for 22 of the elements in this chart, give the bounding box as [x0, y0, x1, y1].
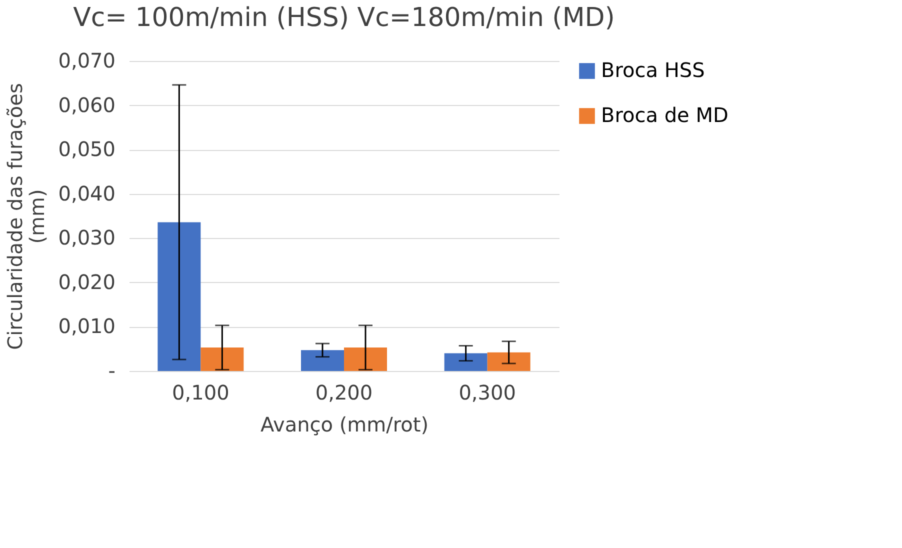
x-tick-label: 0,200 — [315, 380, 373, 404]
bar — [301, 350, 344, 371]
y-tick-label: 0,010 — [58, 314, 116, 338]
bar — [444, 353, 488, 371]
legend-label: Broca HSS — [601, 58, 705, 82]
y-tick-label: 0,040 — [58, 181, 116, 206]
y-tick-label: 0,050 — [58, 137, 116, 162]
x-tick-label: 0,100 — [172, 380, 230, 404]
bar — [158, 222, 201, 371]
bar — [200, 348, 244, 371]
y-tick-label: - — [108, 358, 116, 382]
y-tick-label: 0,030 — [58, 226, 116, 250]
legend-label: Broca de MD — [601, 103, 728, 127]
bar — [344, 348, 387, 371]
chart-title: Vc= 100m/min (HSS) Vc=180m/min (MD) — [73, 3, 615, 33]
y-tick-label: 0,060 — [58, 92, 116, 117]
y-axis-title: Circularidade das furações (mm) — [3, 83, 50, 350]
y-tick-label: 0,020 — [58, 270, 116, 294]
x-tick-label: 0,300 — [458, 380, 516, 404]
y-tick-label: 0,070 — [58, 48, 116, 72]
bar — [487, 352, 530, 371]
x-axis-title: Avanço (mm/rot) — [260, 412, 429, 436]
